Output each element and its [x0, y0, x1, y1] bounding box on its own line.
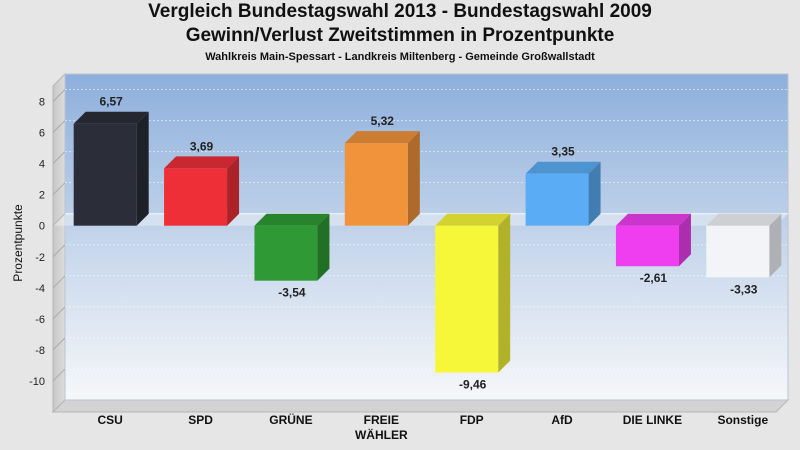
bar-front [615, 225, 679, 267]
data-label: -3,54 [278, 286, 306, 300]
bar [706, 213, 782, 278]
bar [344, 131, 420, 226]
bar-top [344, 131, 420, 144]
data-label: 5,32 [371, 114, 395, 128]
bar-front [706, 225, 770, 278]
bar [73, 111, 149, 226]
y-tick-label: 4 [39, 159, 45, 171]
bar-top [164, 156, 240, 169]
bar [164, 156, 240, 226]
gridline-wall [52, 306, 66, 320]
y-tick-label: 0 [39, 221, 45, 233]
bar-top [706, 213, 782, 226]
labels-group: Prozentpunkte 6,57 CSU 3,69 SPD -3,54 GRÜNE 5,3… [11, 95, 768, 442]
gridline-wall [52, 151, 66, 164]
x-tick-label: FREIE [364, 413, 399, 427]
data-label: 3,35 [551, 145, 575, 159]
x-tick-label: CSU [98, 413, 123, 427]
bar [254, 213, 330, 281]
chart-title-line-1: Vergleich Bundestagswahl 2013 - Bundesta… [148, 1, 652, 22]
x-tick-label: Sonstige [717, 413, 768, 427]
x-tick-label: AfD [551, 413, 573, 427]
bar-top [254, 213, 330, 226]
bar-front [254, 225, 318, 281]
gridline-wall [52, 244, 66, 258]
plot-floor [51, 399, 790, 413]
data-label: -9,46 [459, 378, 487, 392]
y-tick-label: -8 [35, 345, 45, 357]
x-tick-label: FDP [460, 413, 484, 427]
bar [525, 161, 601, 226]
chart-header: Vergleich Bundestagswahl 2013 - Bundesta… [0, 0, 800, 64]
bar-side [678, 213, 691, 267]
bar-side [136, 111, 149, 226]
bar-top [73, 111, 149, 124]
bar-side [769, 213, 782, 278]
gridline-wall [52, 337, 66, 351]
y-tick-label: -4 [35, 283, 45, 295]
x-tick-label: WÄHLER [355, 427, 408, 442]
bar-front [344, 143, 408, 226]
data-label: -3,33 [730, 282, 758, 296]
y-tick-label: 6 [39, 128, 45, 140]
data-label: -2,61 [640, 271, 668, 285]
bar-side [498, 213, 511, 373]
bar-front [525, 173, 589, 226]
data-label: 3,69 [190, 139, 214, 153]
gridline-wall [52, 213, 66, 227]
gridline-wall [52, 182, 66, 196]
chart-title-line-2: Gewinn/Verlust Zweitstimmen in Prozentpu… [185, 25, 615, 46]
plot-left-wall [52, 72, 66, 414]
data-label: 6,57 [100, 95, 124, 109]
gridline-wall [52, 275, 66, 289]
gridline-wall [52, 368, 66, 382]
bars-group [73, 111, 782, 373]
y-tick-label: -2 [35, 252, 45, 264]
bar-side [317, 213, 330, 281]
bar-front [73, 123, 137, 226]
x-tick-label: GRÜNE [269, 412, 312, 427]
chart-subtitle: Wahlkreis Main-Spessart - Landkreis Milt… [205, 51, 595, 63]
y-axis-label: Prozentpunkte [11, 204, 25, 282]
y-tick-label: 8 [39, 97, 45, 109]
x-tick-label: SPD [188, 413, 213, 427]
bar-top [615, 213, 691, 226]
bar-side [588, 161, 601, 226]
bar-side [407, 131, 420, 226]
y-tick-label: 2 [39, 190, 45, 202]
bar-front [435, 225, 499, 373]
gridline-wall [52, 120, 66, 133]
y-tick-label: -10 [29, 376, 45, 388]
x-tick-label: DIE LINKE [623, 413, 682, 427]
bar-top [435, 213, 511, 226]
bar [615, 213, 691, 267]
bar-side [227, 156, 240, 226]
bar-front [164, 168, 228, 226]
y-tick-label: -6 [35, 314, 45, 326]
bar-top [525, 161, 601, 174]
bar [435, 213, 511, 373]
gridline-wall [52, 89, 66, 102]
zero-plane [53, 213, 788, 226]
